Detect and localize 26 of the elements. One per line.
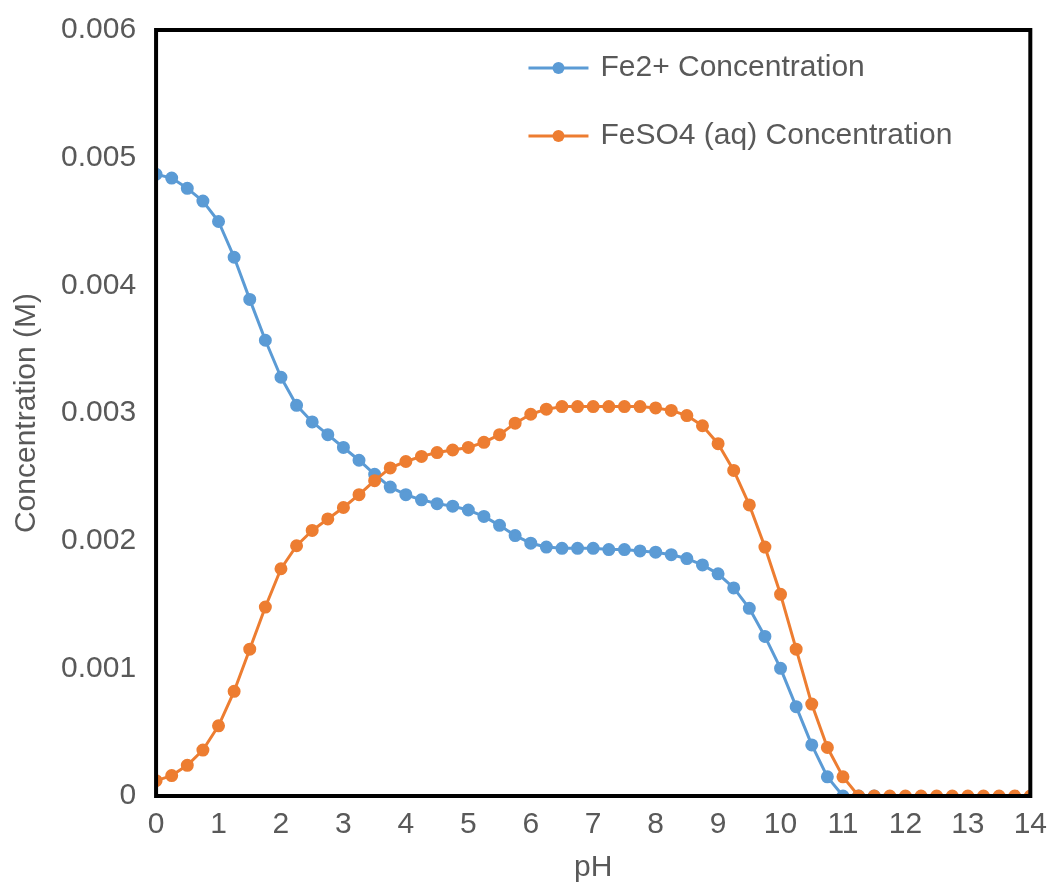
x-tick-label: 13 [951,806,985,840]
y-axis-title: Concentration (M) [8,292,42,534]
y-tick-label: 0.004 [61,266,137,300]
x-tick-label: 7 [584,806,602,840]
y-tick-label: 0.006 [61,11,137,45]
x-tick-label: 6 [522,806,540,840]
y-tick-label: 0 [119,777,137,811]
x-tick-label: 5 [459,806,477,840]
y-tick-label: 0.002 [61,521,137,555]
x-tick-label: 0 [147,806,165,840]
legend-label: FeSO4 (aq) Concentration [600,117,953,151]
y-tick-label: 0.003 [61,394,137,428]
x-tick-label: 2 [272,806,290,840]
x-tick-label: 8 [647,806,664,840]
y-tick-label: 0.001 [61,649,137,683]
x-tick-label: 3 [335,806,352,840]
x-axis-title: pH [574,849,613,883]
x-tick-label: 9 [709,806,727,840]
x-tick-label: 11 [827,806,859,840]
x-tick-label: 10 [763,806,798,840]
legend-label: Fe2+ Concentration [600,49,865,83]
x-tick-label: 12 [888,806,923,840]
x-tick-label: 1 [210,806,227,840]
y-tick-label: 0.005 [61,138,137,172]
x-tick-label: 4 [397,806,415,840]
x-tick-label: 14 [1013,806,1047,840]
